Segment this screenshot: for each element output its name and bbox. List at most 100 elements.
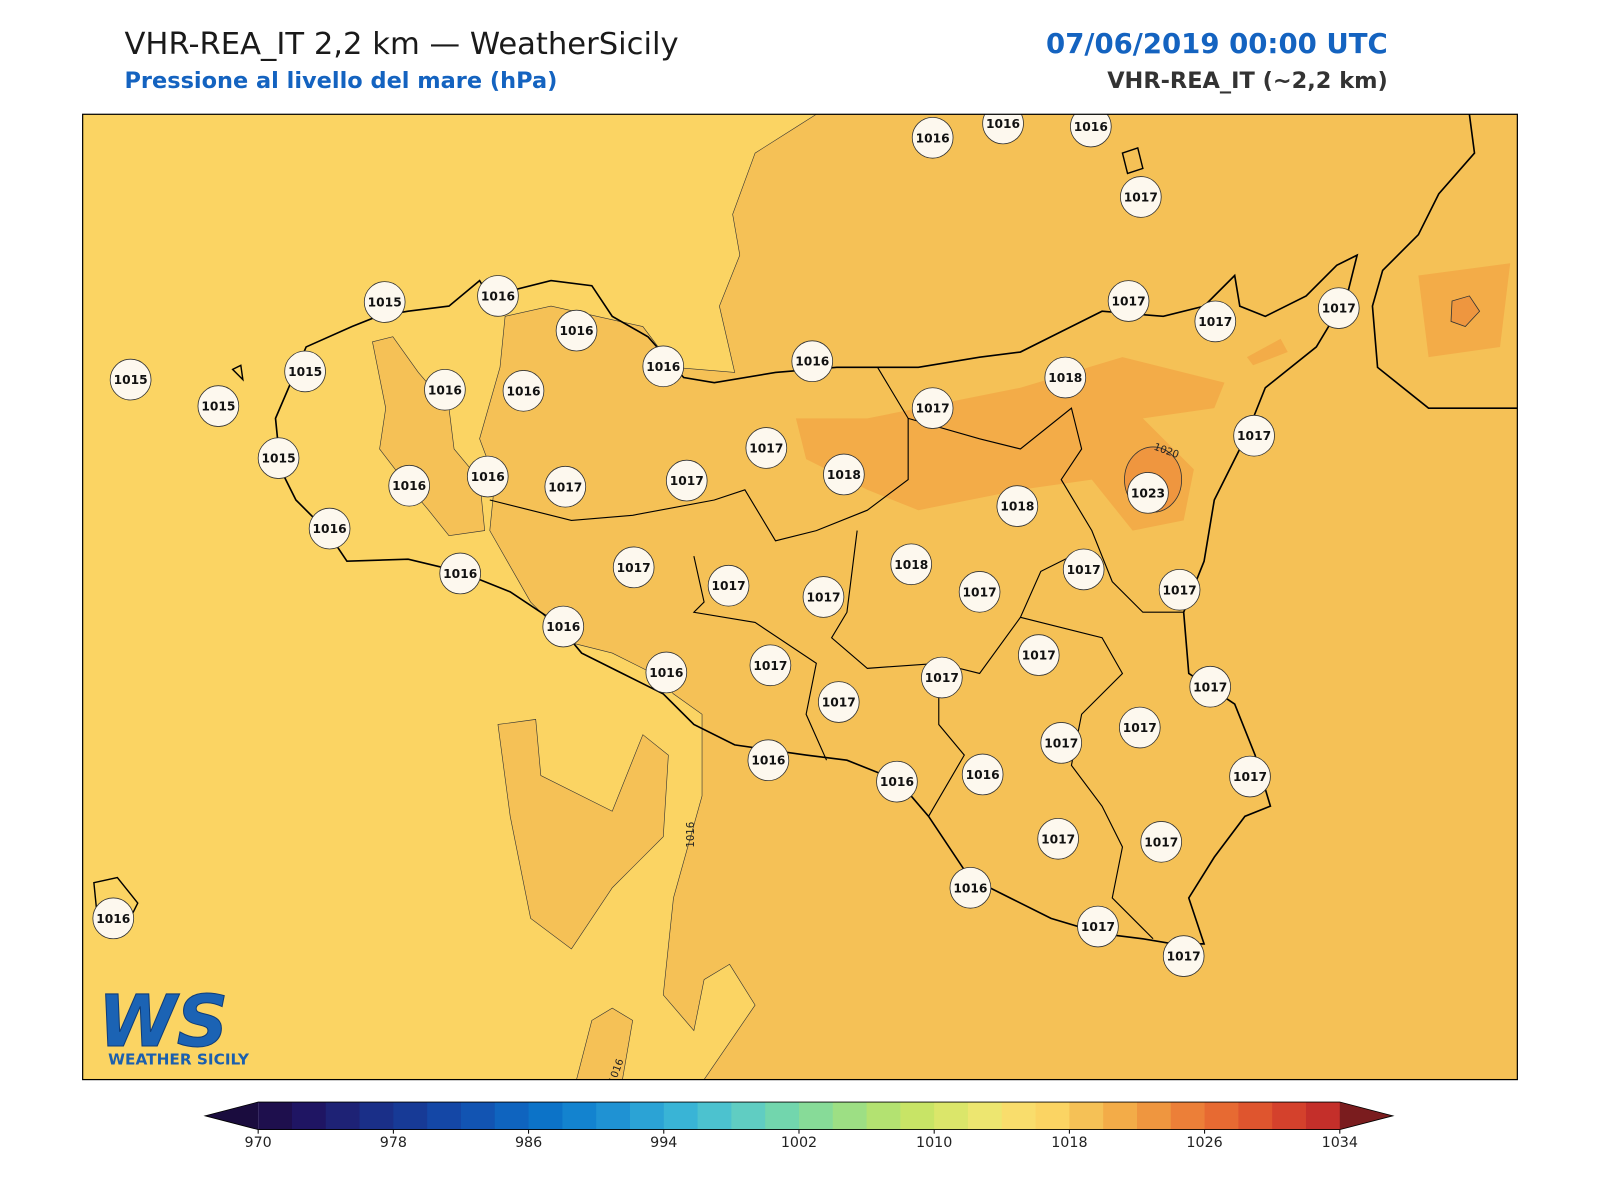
station-value: 1016 (795, 355, 829, 369)
colorbar-box (967, 1102, 1003, 1130)
colorbar-over (1339, 1102, 1393, 1130)
station-marker (996, 485, 1039, 527)
colorbar-box (629, 1102, 665, 1130)
station-marker (1189, 665, 1232, 708)
station-marker (890, 543, 933, 586)
station-marker (1037, 817, 1079, 860)
station-value: 1017 (1044, 736, 1078, 750)
station-value: 1016 (313, 522, 347, 536)
station-marker (817, 681, 860, 723)
station-value: 1015 (201, 400, 235, 414)
colorbar-box (798, 1102, 834, 1130)
colorbar-tick-label: 978 (380, 1135, 407, 1151)
pressure-field (795, 357, 1225, 531)
station-value: 1018 (1048, 371, 1082, 385)
station-marker (1233, 414, 1275, 457)
station-marker (665, 459, 708, 502)
colorbar-box (1001, 1102, 1037, 1130)
station-value: 1017 (712, 579, 746, 593)
station-marker (1062, 548, 1105, 591)
station-marker (642, 345, 685, 388)
station-marker (1040, 722, 1083, 764)
station-value: 1015 (288, 365, 322, 379)
pressure-field (372, 336, 486, 537)
station-value: 1016 (953, 881, 987, 895)
station-marker (747, 739, 790, 782)
station-marker (1162, 935, 1205, 977)
station-marker (911, 387, 954, 429)
station-marker (502, 370, 545, 412)
colorbar-under (205, 1102, 259, 1130)
colorbar-box (1069, 1102, 1104, 1130)
station-marker (1127, 472, 1169, 514)
station-value: 1017 (1322, 302, 1356, 316)
station-value: 1016 (428, 383, 462, 397)
colorbar-box (494, 1102, 530, 1130)
station-marker (542, 605, 585, 648)
colorbar-box (1136, 1102, 1172, 1130)
logo-text: WEATHER SICILY (108, 1050, 250, 1068)
colorbar-box (596, 1102, 631, 1130)
logo: WS WEATHER SICILY (97, 979, 250, 1068)
colorbar-box (832, 1102, 868, 1130)
colorbar-box (1272, 1102, 1307, 1130)
colorbar-box (359, 1102, 394, 1130)
station-marker (745, 427, 788, 469)
pressure-field (576, 1007, 633, 1080)
colorbar-box (325, 1102, 361, 1130)
station-value: 1016 (986, 117, 1020, 131)
station-value: 1018 (1000, 500, 1034, 514)
station-value: 1017 (822, 696, 856, 710)
colorbar-box (1204, 1102, 1239, 1130)
station-value: 1015 (114, 373, 148, 387)
station-marker (439, 552, 482, 595)
pressure-field (1450, 295, 1481, 328)
station-value: 1016 (916, 131, 950, 145)
station-marker (707, 564, 750, 607)
station-marker (1120, 176, 1162, 218)
station-value: 1017 (963, 585, 997, 599)
station-marker (961, 753, 1004, 796)
station-marker (1140, 821, 1183, 863)
colorbar-box (393, 1102, 428, 1130)
station-marker (197, 385, 240, 427)
station-marker (958, 571, 1001, 613)
station-value: 1017 (753, 659, 787, 673)
station-marker (284, 350, 326, 393)
station-value: 1016 (481, 289, 515, 303)
station-value: 1015 (368, 296, 402, 310)
station-value: 1016 (880, 775, 914, 789)
station-value: 1017 (1124, 190, 1158, 204)
station-value: 1017 (916, 402, 950, 416)
coastline (1371, 114, 1518, 409)
station-value: 1017 (749, 441, 783, 455)
station-marker (876, 760, 918, 803)
station-value: 1016 (96, 912, 130, 926)
station-value: 1017 (1167, 950, 1201, 964)
pressure-field (1246, 338, 1288, 366)
station-value: 1016 (1074, 120, 1108, 134)
station-marker (1317, 287, 1360, 329)
station-marker (1044, 356, 1087, 399)
station-marker (555, 309, 598, 352)
station-marker (92, 897, 135, 940)
station-value: 1017 (1198, 315, 1232, 329)
station-value: 1016 (546, 620, 580, 634)
colorbar-box (765, 1102, 800, 1130)
colorbar-box (934, 1102, 969, 1130)
station-marker (1107, 280, 1150, 322)
station-value: 1017 (1193, 680, 1227, 694)
title: VHR-REA_IT 2,2 km — WeatherSicily (124, 27, 678, 62)
station-value: 1017 (925, 671, 959, 685)
station-value: 1017 (806, 590, 840, 604)
map-frame (82, 113, 1518, 1081)
colorbar-box (663, 1102, 699, 1130)
colorbar-box (1305, 1102, 1341, 1130)
station-marker (612, 546, 655, 589)
station-marker (109, 358, 152, 401)
station-value: 1017 (670, 474, 704, 488)
colorbar-box (427, 1102, 462, 1130)
colorbar-box (528, 1102, 563, 1130)
stations: 1016 1016 1016 1017 1015 1016 1016 1017 1017 1017… (92, 114, 1360, 977)
